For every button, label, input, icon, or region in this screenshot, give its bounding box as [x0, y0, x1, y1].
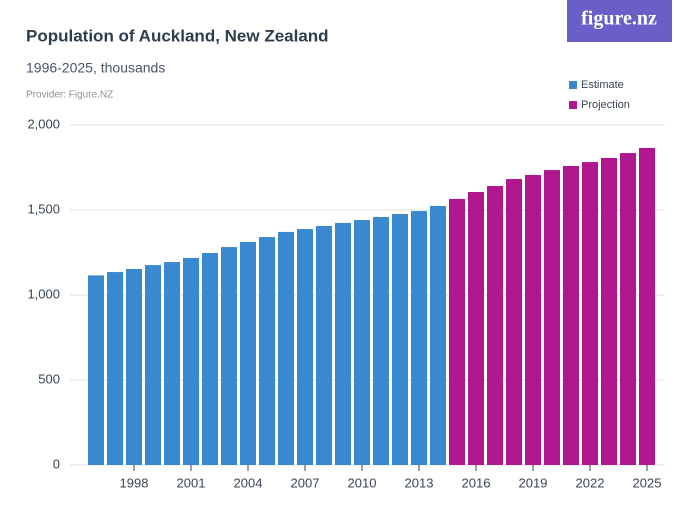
y-tick-label: 500 — [38, 371, 60, 386]
bar — [126, 268, 142, 465]
bar — [468, 191, 484, 466]
x-tick-label: 2016 — [462, 475, 491, 490]
bar — [449, 198, 465, 465]
legend-swatch — [569, 101, 577, 109]
x-tick-label: 1998 — [120, 475, 149, 490]
bar — [620, 153, 636, 466]
bar — [335, 222, 351, 465]
bar — [278, 231, 294, 465]
x-tick-label: 2019 — [519, 475, 548, 490]
x-tick-label: 2007 — [291, 475, 320, 490]
bar — [525, 174, 541, 466]
bar — [354, 220, 370, 465]
bar — [297, 229, 313, 465]
x-tick-label: 2010 — [348, 475, 377, 490]
bar — [392, 214, 408, 465]
logo-box — [567, 0, 672, 42]
bar — [164, 262, 180, 465]
chart-title: Population of Auckland, New Zealand — [26, 26, 329, 45]
bar — [582, 162, 598, 465]
bar — [221, 247, 237, 465]
legend-label: Estimate — [581, 79, 624, 91]
y-tick-label: 0 — [53, 456, 60, 471]
bar — [373, 216, 389, 465]
legend-label: Projection — [581, 99, 630, 111]
provider: Provider: Figure.NZ — [26, 90, 113, 101]
bar — [183, 257, 199, 465]
bar — [411, 211, 427, 465]
x-tick-label: 2001 — [177, 475, 206, 490]
bar — [316, 225, 332, 465]
bar — [563, 165, 579, 465]
bar — [202, 253, 218, 465]
bar — [544, 170, 560, 466]
x-tick-label: 2025 — [633, 475, 662, 490]
bar — [487, 186, 503, 465]
x-tick-label: 2013 — [405, 475, 434, 490]
y-tick-label: 1,000 — [27, 286, 60, 301]
bar — [430, 205, 446, 466]
legend-swatch — [569, 81, 577, 89]
y-tick-label: 2,000 — [27, 116, 60, 131]
bar — [506, 179, 522, 465]
bar — [88, 275, 104, 465]
bar — [240, 241, 256, 465]
bar — [639, 147, 655, 465]
x-tick-label: 2004 — [234, 475, 263, 490]
bar — [107, 272, 123, 465]
chart-subtitle: 1996-2025, thousands — [26, 60, 165, 76]
y-tick-label: 1,500 — [27, 201, 60, 216]
x-tick-label: 2022 — [576, 475, 605, 490]
bar — [601, 157, 617, 466]
logo: figure.nz — [581, 8, 657, 30]
bar — [145, 265, 161, 465]
bar — [259, 237, 275, 465]
